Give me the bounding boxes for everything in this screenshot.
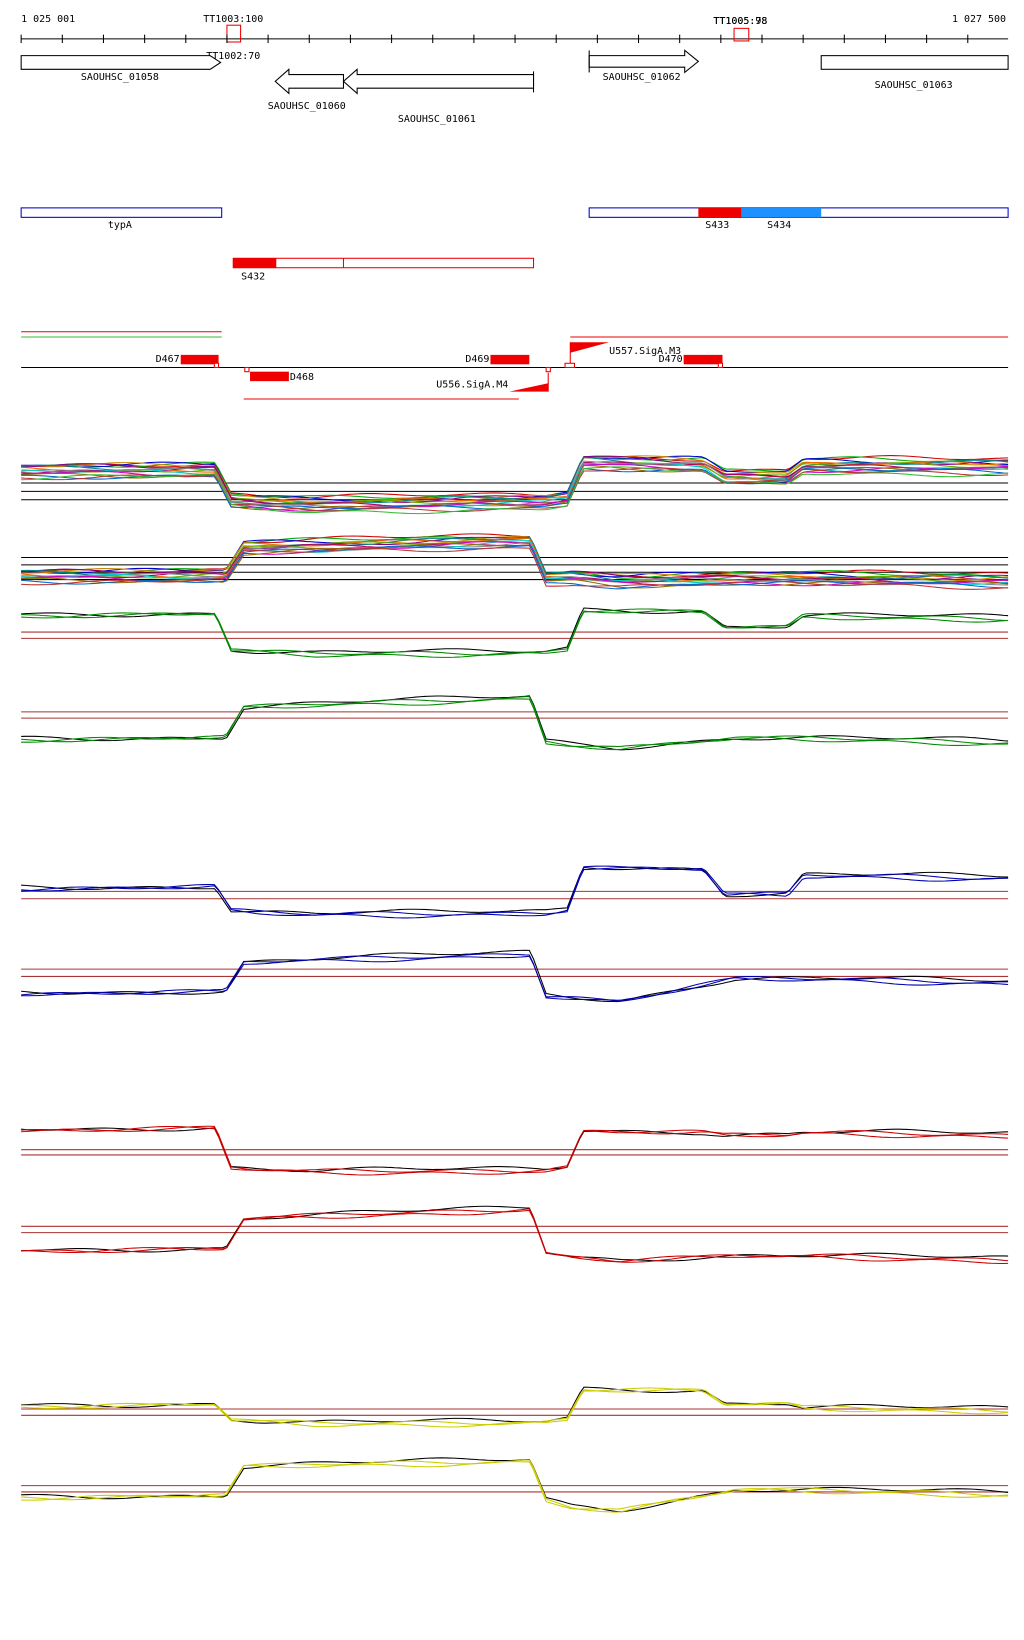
feature-label: U557.SigA.M3 [609, 346, 681, 357]
expression-trace [21, 1209, 1009, 1263]
terminator-label: TT1002:70 [206, 51, 260, 62]
expression-trace [21, 607, 1009, 655]
segment-label: S434 [767, 220, 791, 231]
expression-trace [21, 545, 1009, 590]
promoter [570, 342, 610, 353]
expression-trace [21, 698, 1009, 748]
expression-trace [21, 1127, 1009, 1173]
expression-trace [21, 460, 1009, 504]
ruler-start: 1 025 001 [21, 14, 75, 25]
gene-label: SAOUHSC_01061 [398, 114, 476, 125]
terminator-label: TT1005:98 [713, 16, 767, 27]
marker [545, 366, 551, 373]
feature-label: D470 [659, 354, 683, 365]
expression-trace [21, 540, 1009, 583]
expression-trace [21, 466, 1009, 515]
segment [232, 257, 535, 269]
expression-trace [21, 537, 1009, 583]
expression-trace [21, 1387, 1009, 1428]
feature-block [490, 354, 530, 365]
ruler-end: 1 027 500 [952, 14, 1006, 25]
gene-box [820, 55, 1009, 70]
expression-trace [21, 541, 1009, 586]
marker [244, 366, 250, 373]
expression-trace [21, 1388, 1009, 1426]
segment-label: S433 [705, 220, 729, 231]
terminator-label: TT1005:78 [713, 16, 767, 27]
gene-label: SAOUHSC_01063 [875, 80, 953, 91]
expression-trace [21, 467, 1009, 513]
expression-trace [21, 865, 1009, 919]
segment-label: S432 [241, 271, 265, 282]
segment [20, 207, 223, 218]
expression-trace [21, 536, 1009, 579]
gene-label: SAOUHSC_01060 [268, 101, 346, 112]
expression-trace [21, 696, 1009, 751]
terminator-label: TT1003:100 [203, 14, 263, 25]
terminator [226, 24, 242, 43]
expression-trace [21, 866, 1009, 915]
terminator [733, 27, 750, 42]
expression-trace [21, 1205, 1009, 1262]
expression-trace [21, 695, 1009, 751]
segment-fill [741, 207, 822, 218]
promoter [509, 383, 549, 392]
expression-trace [21, 866, 1009, 916]
segment-fill [698, 207, 742, 218]
feature-block [683, 354, 723, 365]
expression-trace [21, 547, 1009, 590]
expression-trace [21, 1461, 1009, 1510]
marker [213, 362, 220, 369]
feature-label: D468 [290, 372, 314, 383]
marker [564, 362, 575, 369]
expression-trace [21, 955, 1009, 1002]
gene-arrow [342, 68, 535, 95]
gene-label: SAOUHSC_01058 [81, 72, 159, 83]
feature-block [180, 354, 219, 365]
marker [717, 362, 724, 369]
expression-trace [21, 1457, 1009, 1513]
segment-label: typA [108, 220, 132, 231]
feature-label: D469 [465, 354, 489, 365]
feature-label: U556.SigA.M4 [436, 379, 508, 390]
feature-label: D467 [156, 354, 180, 365]
expression-tracks [21, 455, 1009, 1513]
gene-label: SAOUHSC_01062 [603, 72, 681, 83]
expression-trace [21, 608, 1009, 658]
expression-trace [21, 460, 1009, 510]
expression-trace [21, 953, 1009, 1001]
gene-arrow [20, 55, 222, 70]
expression-trace [21, 609, 1009, 656]
annotation-tracks: 1 025 001 1 027 500 TT1003:100 TT1002:70… [20, 14, 1009, 400]
expression-trace [21, 543, 1009, 589]
gene-arrow [588, 49, 700, 74]
expression-trace [21, 1208, 1009, 1265]
gene-arrow [274, 68, 345, 95]
feature-block [250, 371, 289, 382]
expression-trace [21, 1125, 1009, 1176]
segment-fill [233, 258, 277, 268]
